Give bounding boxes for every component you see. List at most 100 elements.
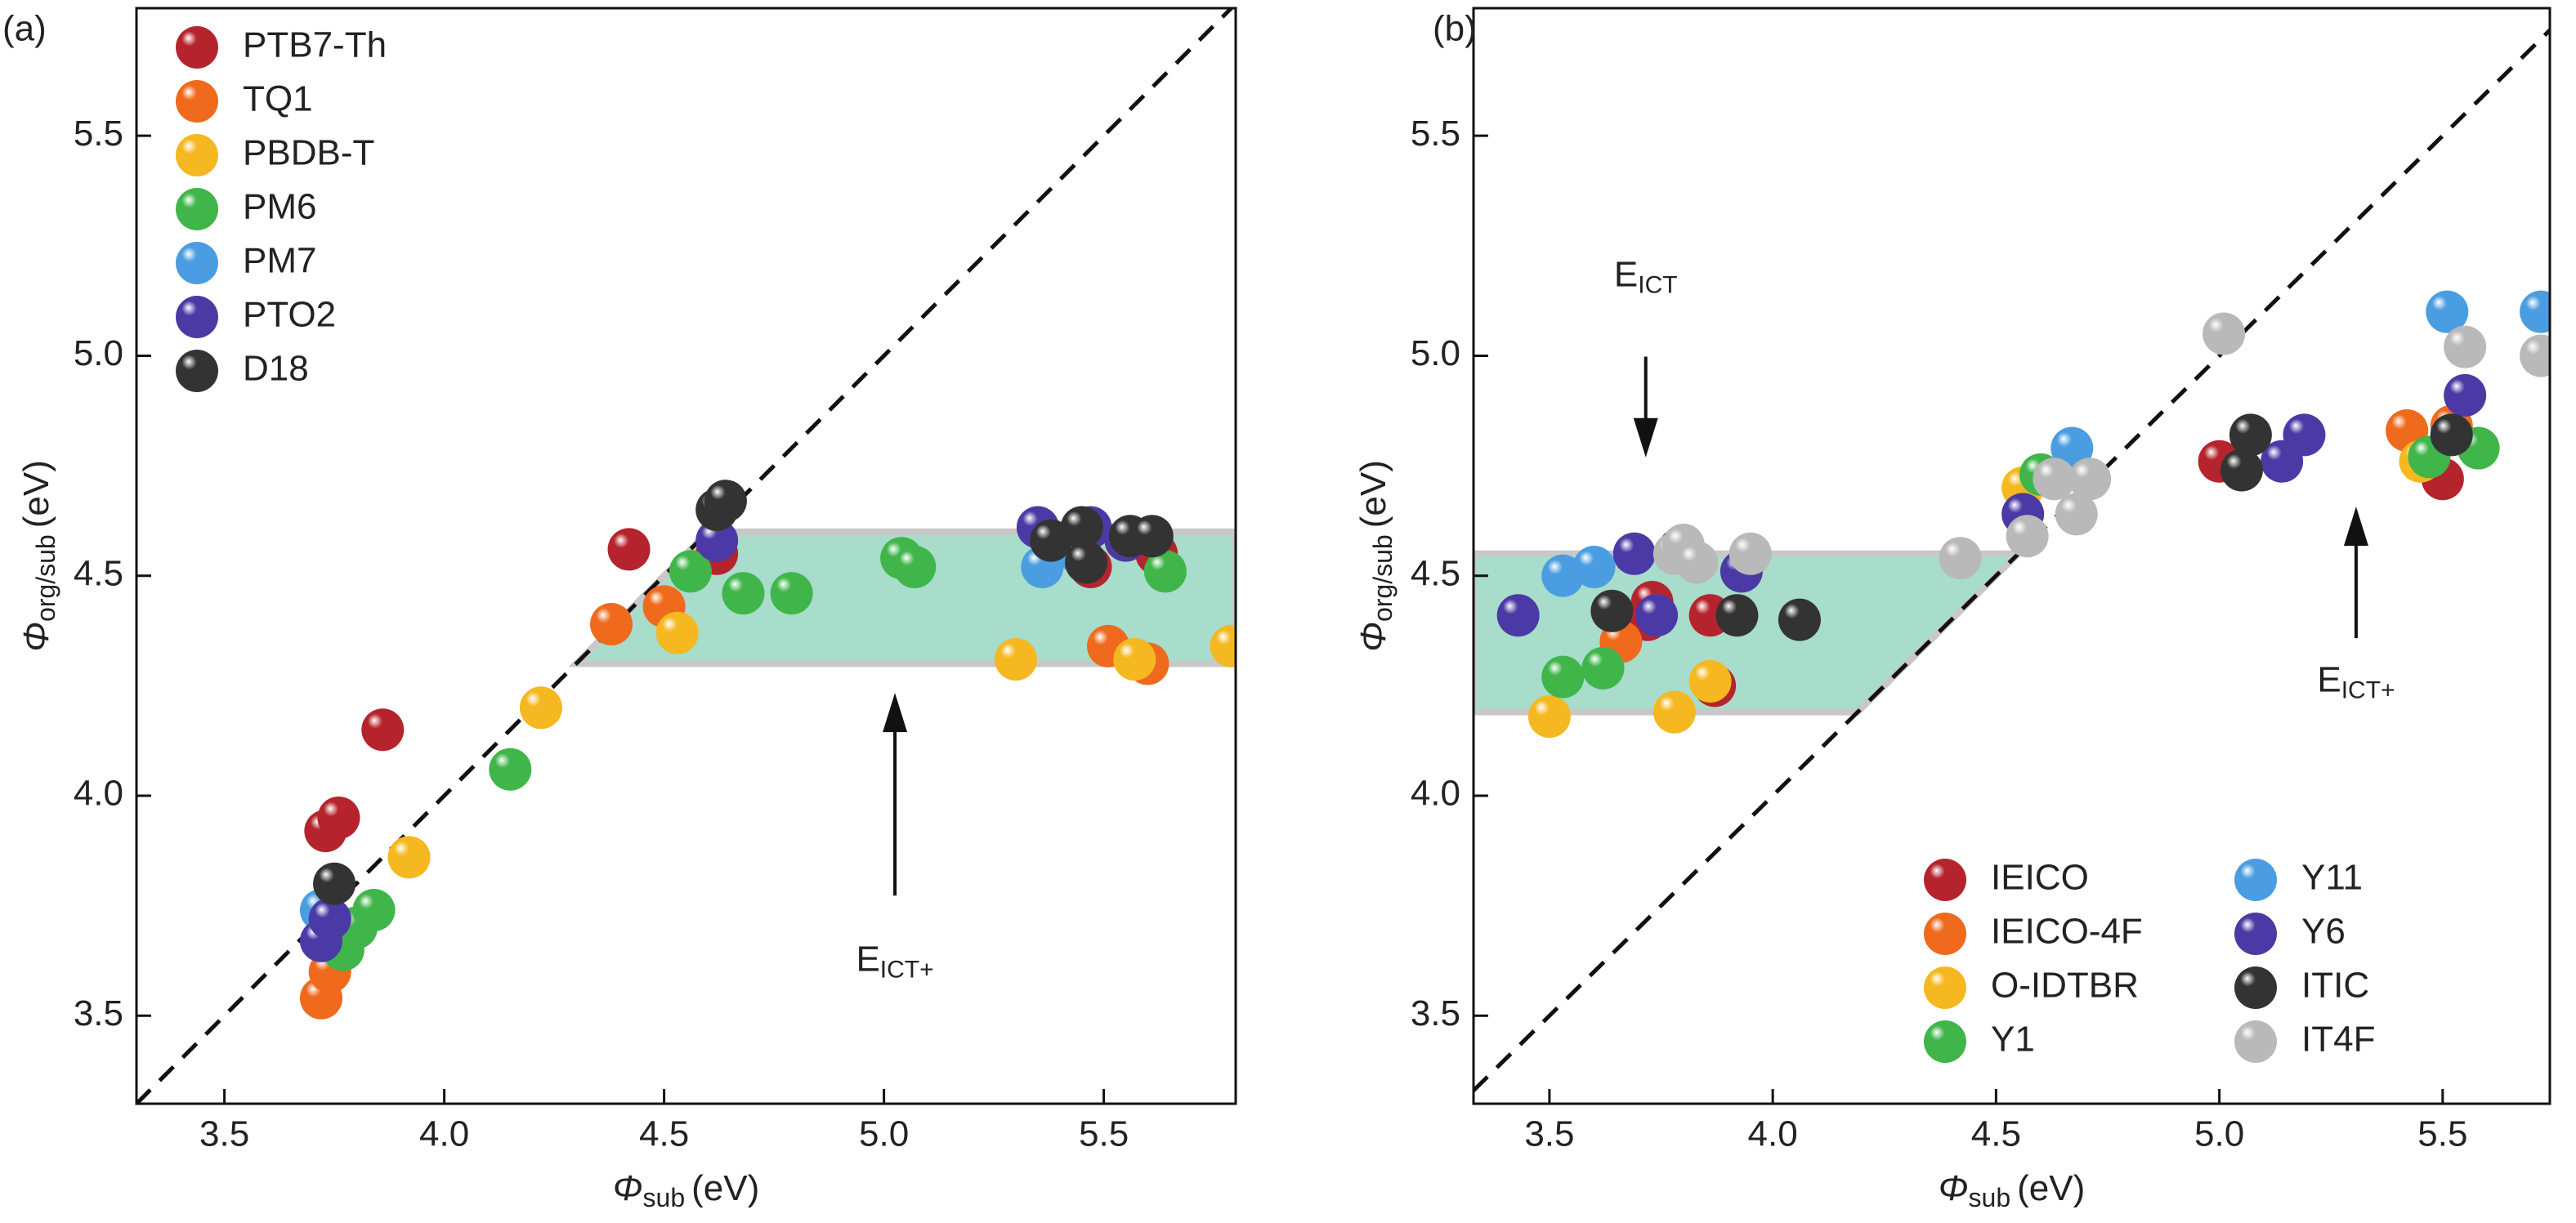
data-point — [387, 836, 431, 879]
data-point — [2229, 413, 2272, 457]
x-tick-label: 3.5 — [199, 1114, 249, 1154]
axis-unit: (eV) — [1353, 460, 1393, 528]
data-point — [607, 528, 651, 571]
data-point — [2055, 493, 2098, 536]
data-point — [313, 862, 356, 905]
y-axis-label: Φorg/sub (eV) — [1353, 460, 1398, 652]
axis-subscript: org/sub — [1368, 534, 1398, 622]
y-tick-label: 5.0 — [1411, 333, 1460, 373]
annotation-subscript: ICT+ — [2341, 677, 2395, 704]
data-point — [2430, 413, 2473, 457]
x-tick-label: 4.0 — [419, 1114, 469, 1154]
data-point — [1541, 655, 1585, 699]
axis-symbol: Φ — [1353, 622, 1393, 652]
legend-marker — [2234, 913, 2277, 955]
legend-label: IT4F — [2301, 1020, 2375, 1060]
diagonal-line — [1474, 29, 2550, 1092]
legend-marker — [1924, 1020, 1966, 1063]
x-tick-label: 4.5 — [639, 1114, 689, 1154]
legend: IEICO IEICO-4F O-IDTBR Y1 Y11 Y6 ITIC IT4F — [1924, 858, 2375, 1063]
legend-marker — [1924, 913, 1966, 955]
axis-unit: (eV) — [16, 460, 56, 528]
legend-label: PM6 — [243, 187, 316, 227]
data-point — [1581, 646, 1625, 690]
legend-label: IEICO-4F — [1991, 912, 2143, 952]
annotation: EICT — [1614, 254, 1678, 298]
data-point — [2444, 373, 2487, 417]
legend-label: PBDB-T — [243, 133, 374, 173]
annotation-subscript: ICT — [1638, 271, 1677, 298]
data-point — [1652, 690, 1696, 734]
data-point — [2203, 312, 2246, 355]
legend-marker — [1924, 966, 1966, 1009]
axis-symbol: Φ — [16, 622, 56, 652]
data-point — [1113, 638, 1156, 681]
data-point — [1210, 624, 1236, 667]
x-tick-label: 5.0 — [859, 1114, 909, 1154]
legend-marker — [176, 134, 218, 176]
legend-marker — [176, 242, 218, 284]
data-point — [317, 796, 360, 839]
annotation: EICT+ — [856, 939, 933, 983]
data-point — [1635, 594, 1679, 637]
x-axis-label: Φsub (eV) — [1939, 1168, 2086, 1213]
annotation-subscript: ICT+ — [880, 957, 934, 984]
y-axis-label: Φorg/sub (eV) — [16, 460, 61, 652]
data-point — [590, 602, 633, 645]
data-point — [519, 686, 562, 730]
y-tick-label: 4.5 — [74, 553, 123, 593]
y-tick-label: 5.5 — [1411, 114, 1460, 154]
data-point — [1572, 545, 1616, 588]
data-point — [1778, 598, 1821, 641]
legend-label: Y11 — [2301, 858, 2363, 898]
data-point — [489, 748, 532, 791]
data-point — [1590, 589, 1634, 632]
legend-marker — [176, 26, 218, 69]
y-tick-label: 3.5 — [74, 993, 123, 1033]
x-tick-label: 5.0 — [2194, 1114, 2244, 1154]
plot-area — [1474, 29, 2550, 1092]
x-tick-label: 4.5 — [1971, 1114, 2021, 1154]
legend-marker — [2234, 1020, 2277, 1063]
data-point — [1527, 695, 1571, 739]
axis-subscript: org/sub — [31, 534, 60, 622]
legend-marker — [176, 296, 218, 338]
panel-label: (a) — [2, 9, 47, 49]
diagonal-line — [136, 8, 1233, 1104]
data-point — [2051, 426, 2094, 470]
data-point — [722, 572, 765, 615]
annotation-text: E — [2317, 659, 2341, 699]
legend-marker — [176, 350, 218, 392]
data-point — [1065, 541, 1108, 584]
axis-unit: (eV) — [2017, 1168, 2085, 1208]
y-tick-label: 4.0 — [1411, 774, 1460, 814]
data-point — [704, 480, 747, 523]
data-point — [2283, 413, 2326, 457]
legend-label: PM7 — [243, 241, 316, 281]
data-point — [2033, 458, 2076, 501]
data-point — [770, 572, 813, 615]
legend-label: IEICO — [1991, 858, 2089, 898]
legend-label: Y1 — [1991, 1020, 2035, 1060]
data-point — [2520, 290, 2550, 333]
x-axis-label: Φsub (eV) — [613, 1168, 760, 1213]
y-tick-label: 4.0 — [74, 774, 123, 814]
data-point — [893, 545, 937, 588]
data-point — [1130, 515, 1174, 558]
legend-label: Y6 — [2301, 912, 2346, 952]
plot-area — [136, 8, 1236, 1104]
legend-marker — [176, 188, 218, 230]
x-tick-label: 4.0 — [1748, 1114, 1798, 1154]
panel-label: (b) — [1433, 9, 1477, 49]
data-point — [1060, 506, 1103, 549]
legend-label: PTB7-Th — [243, 25, 387, 65]
data-point — [2520, 334, 2550, 377]
data-point — [352, 889, 396, 932]
data-point — [2068, 458, 2112, 501]
data-point — [695, 519, 739, 562]
data-point — [2444, 325, 2487, 368]
x-tick-label: 5.5 — [1079, 1114, 1129, 1154]
annotation: EICT+ — [2317, 659, 2395, 703]
